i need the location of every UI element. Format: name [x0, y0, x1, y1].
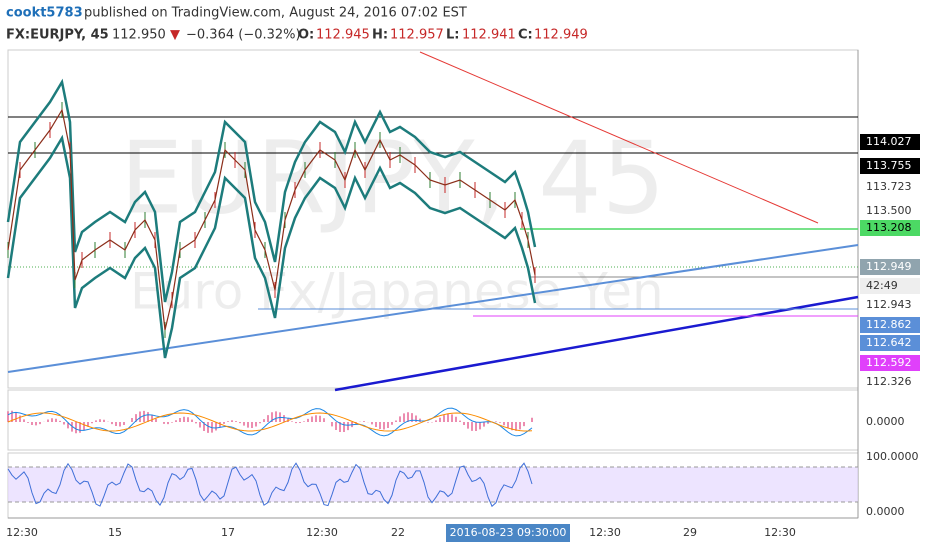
time-label: 12:30 [6, 526, 38, 539]
close: 112.949 [534, 28, 588, 43]
time-label: 12:30 [306, 526, 338, 539]
signal-line [7, 412, 533, 432]
price-label: 112.642 [866, 336, 912, 349]
trend-line[interactable] [419, 51, 819, 224]
time-label: 15 [108, 526, 122, 539]
indicator-series [7, 407, 533, 508]
crosshair-time-bg [446, 524, 570, 542]
price-label-bg [860, 278, 920, 294]
support-trend-line[interactable] [334, 295, 859, 392]
price-label-bg [860, 259, 920, 275]
rsi-axis-label: 0.0000 [866, 505, 905, 518]
price-label: 113.755 [866, 159, 912, 172]
price-label-bg [860, 317, 920, 333]
published-info: published on TradingView.com, August 24,… [84, 6, 467, 21]
symbol-line: FX:EURJPY, 45 112.950 ▼ −0.364 (−0.32%) … [6, 28, 588, 43]
high: 112.957 [390, 28, 444, 43]
macd-axis-label: 0.0000 [866, 415, 905, 428]
price-label: 112.326 [866, 375, 912, 388]
price-label: 112.862 [866, 318, 912, 331]
price-label: 42:49 [866, 279, 898, 292]
time-label: 12:30 [589, 526, 621, 539]
macd-line [7, 407, 533, 437]
watermark-description: Euro Fx/Japanese Yen [130, 263, 664, 321]
time-label: 17 [221, 526, 235, 539]
price-label: 112.943 [866, 298, 912, 311]
close-label: C: [518, 28, 533, 43]
low-label: L: [446, 28, 459, 43]
time-label: 2016-08-23 09:30:00 [450, 526, 567, 539]
price-label: 113.500 [866, 204, 912, 217]
rsi-band [8, 467, 858, 502]
price-label-bg [860, 220, 920, 236]
high-label: H: [372, 28, 388, 43]
author[interactable]: cookt5783 [6, 6, 83, 21]
bollinger-lower [6, 134, 537, 359]
change-arrow: ▼ [170, 28, 180, 43]
open-label: O: [298, 28, 314, 43]
rsi-line [7, 462, 533, 508]
price-axis: 114.027 113.755 113.723 113.500 113.208 112.9… [860, 134, 920, 388]
time-label: 12:30 [764, 526, 796, 539]
price-label-bg [860, 355, 920, 371]
price-line [7, 108, 536, 331]
low: 112.941 [462, 28, 516, 43]
change: −0.364 (−0.32%) [186, 28, 301, 43]
rsi-axis-label: 100.0000 [866, 450, 919, 463]
price-label-bg [860, 134, 920, 150]
price-series [6, 78, 537, 359]
time-label: 22 [391, 526, 405, 539]
price-label: 112.592 [866, 356, 912, 369]
price-label: 113.723 [866, 180, 912, 193]
price-label: 113.208 [866, 221, 912, 234]
time-axis: 12:30 15 17 12:30 22 2016-08-23 09:30:00 12:30… [6, 524, 796, 542]
watermark-symbol: EURJPY, 45 [120, 119, 665, 236]
price-label: 114.027 [866, 135, 912, 148]
open: 112.945 [316, 28, 370, 43]
last-price: 112.950 [112, 28, 166, 43]
price-label: 112.949 [866, 260, 912, 273]
time-label: 29 [683, 526, 697, 539]
price-label-bg [860, 158, 920, 174]
symbol-name[interactable]: FX:EURJPY, 45 [6, 28, 109, 43]
bollinger-upper [6, 78, 537, 303]
price-label-bg [860, 335, 920, 351]
